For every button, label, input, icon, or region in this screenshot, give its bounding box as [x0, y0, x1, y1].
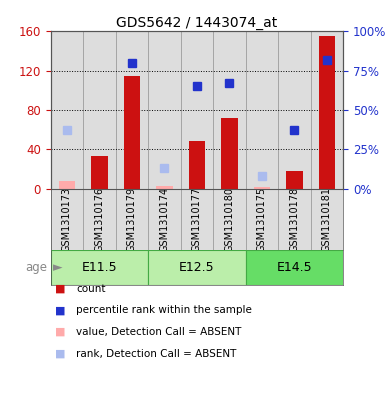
Bar — [59, 181, 75, 189]
Text: E14.5: E14.5 — [277, 261, 312, 274]
Bar — [246, 189, 278, 250]
Text: ■: ■ — [55, 284, 65, 294]
Text: ►: ► — [53, 261, 62, 274]
Bar — [213, 31, 246, 189]
Bar — [51, 31, 83, 189]
Bar — [246, 250, 343, 285]
Text: GSM1310174: GSM1310174 — [160, 187, 169, 252]
Text: GSM1310176: GSM1310176 — [94, 187, 105, 252]
Bar — [189, 141, 205, 189]
Text: GSM1310181: GSM1310181 — [322, 187, 332, 252]
Text: percentile rank within the sample: percentile rank within the sample — [76, 305, 252, 316]
Bar — [286, 171, 303, 189]
Text: ■: ■ — [55, 349, 65, 359]
Bar — [51, 189, 83, 250]
Text: GSM1310180: GSM1310180 — [225, 187, 234, 252]
Bar — [278, 189, 311, 250]
Bar — [148, 250, 246, 285]
Bar — [222, 118, 238, 189]
Bar — [254, 187, 270, 189]
Text: GSM1310178: GSM1310178 — [289, 187, 300, 252]
Bar — [319, 36, 335, 189]
Bar — [148, 189, 181, 250]
Text: E11.5: E11.5 — [82, 261, 117, 274]
Text: E12.5: E12.5 — [179, 261, 215, 274]
Text: ■: ■ — [55, 305, 65, 316]
Bar — [311, 189, 343, 250]
Text: GSM1310175: GSM1310175 — [257, 186, 267, 252]
Text: GSM1310177: GSM1310177 — [192, 186, 202, 252]
Bar — [311, 31, 343, 189]
Bar — [213, 189, 246, 250]
Text: age: age — [25, 261, 47, 274]
Bar — [148, 31, 181, 189]
Bar — [181, 31, 213, 189]
Bar — [278, 31, 311, 189]
Bar — [124, 75, 140, 189]
Bar — [246, 31, 278, 189]
Bar — [116, 31, 148, 189]
Bar — [156, 185, 172, 189]
Text: GSM1310179: GSM1310179 — [127, 187, 137, 252]
Text: count: count — [76, 284, 106, 294]
Bar — [91, 156, 108, 189]
Text: rank, Detection Call = ABSENT: rank, Detection Call = ABSENT — [76, 349, 236, 359]
Bar — [51, 250, 148, 285]
Title: GDS5642 / 1443074_at: GDS5642 / 1443074_at — [116, 17, 278, 30]
Bar — [116, 189, 148, 250]
Text: GSM1310173: GSM1310173 — [62, 187, 72, 252]
Bar — [181, 189, 213, 250]
Bar — [83, 31, 116, 189]
Text: value, Detection Call = ABSENT: value, Detection Call = ABSENT — [76, 327, 241, 337]
Bar — [83, 189, 116, 250]
Text: ■: ■ — [55, 327, 65, 337]
